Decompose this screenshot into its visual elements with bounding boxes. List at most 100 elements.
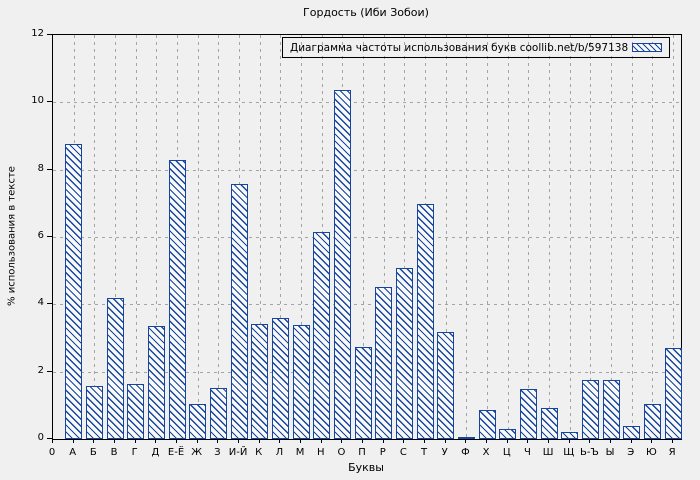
x-axis-label: Буквы [348,461,384,474]
x-tick-mark [72,439,74,443]
gridline-x-З [218,35,220,439]
gridline-y-10 [53,102,681,104]
x-tick-label-Щ: Щ [563,447,575,458]
gridline-x-Э [631,35,633,439]
gridline-x-В [115,35,116,439]
gridline-x-С [404,35,406,439]
x-tick-label-З: З [214,447,221,458]
x-tick-label-Ф: Ф [461,447,470,458]
gridline-x-Б [94,35,96,439]
bar-Ь-Ъ [581,380,599,439]
bar-У [437,331,455,439]
bar-П [354,347,372,439]
bar-Ц [499,428,517,439]
bar-Ю [643,404,661,439]
x-tick-label-А: А [69,447,77,458]
gridline-y-6 [53,237,681,238]
x-tick-mark [506,439,508,443]
y-tick-label-12: 12 [31,28,44,39]
bar-Л [271,318,289,439]
x-tick-mark [341,439,343,443]
chart-title: Гордость (Иби Зобои) [303,6,429,19]
x-tick-label-Ь-Ъ: Ь-Ъ [580,447,599,458]
gridline-x-Ы [611,35,613,439]
x-tick-label-М: М [295,447,305,458]
y-tick-label-10: 10 [31,95,44,107]
x-tick-mark [300,439,302,443]
x-tick-label-origin: 0 [48,447,56,458]
x-tick-label-Б: Б [89,447,97,458]
legend-box: Диаграмма частоты использования букв coo… [282,37,670,58]
bar-Э [623,425,641,439]
x-tick-mark [403,439,405,443]
gridline-x-Щ [569,35,571,439]
gridline-x-Х [487,35,489,439]
y-tick-mark [47,101,52,103]
x-tick-label-Ж: Ж [191,447,203,458]
bar-З [209,387,227,439]
x-tick-mark [320,439,322,443]
legend-label: Диаграмма частоты использования букв coo… [290,41,629,54]
bar-Ф [457,436,475,439]
x-tick-mark [672,439,674,443]
y-tick-mark [47,370,52,372]
x-tick-mark [486,439,488,443]
x-tick-label-Ш: Ш [542,447,554,458]
bar-Ы [602,379,620,439]
bar-Е-Ё [168,159,186,439]
gridline-x-Ж [197,35,199,439]
bar-О [333,89,351,439]
gridline-x-У [445,35,447,439]
x-tick-mark [610,439,612,443]
gridline-x-К [259,35,261,439]
bar-Г [127,384,145,439]
gridline-x-Ф [466,35,468,439]
gridline-x-Д [156,35,158,439]
x-tick-label-С: С [399,447,407,458]
x-tick-label-Я: Я [668,447,676,458]
x-tick-mark [568,439,570,443]
gridline-x-П [363,35,365,439]
x-tick-mark [217,439,219,443]
x-tick-label-Ю: Ю [646,447,657,458]
x-tick-label-Ц: Ц [502,447,511,458]
x-tick-label-Д: Д [151,447,160,458]
y-tick-mark [47,236,52,237]
x-tick-label-Р: Р [379,447,386,458]
x-tick-mark [589,439,591,443]
x-tick-mark [93,439,95,443]
y-tick-mark [47,438,52,439]
bar-Я [664,347,682,439]
x-tick-mark [155,439,157,443]
gridline-x-М [301,35,303,439]
gridline-y-8 [53,169,681,171]
y-tick-label-4: 4 [37,297,44,309]
x-tick-label-П: П [358,447,366,458]
bar-Ж [189,403,207,439]
bar-В [106,297,124,439]
x-tick-label-Ы: Ы [605,447,615,458]
bar-И-Й [230,183,248,439]
gridline-x-Ч [528,35,530,439]
legend-swatch-icon [632,43,662,52]
bar-Х [478,409,496,439]
x-tick-label-В: В [110,447,118,458]
y-tick-mark [47,34,52,35]
x-tick-mark [465,439,467,443]
bar-Д [147,325,165,439]
x-tick-mark [114,439,115,443]
plot-area: Диаграмма частоты использования букв coo… [52,34,682,440]
x-tick-mark [134,439,136,443]
x-tick-mark [548,439,550,443]
x-tick-mark [444,439,446,443]
x-tick-label-Э: Э [627,447,635,458]
x-tick-label-У: У [441,447,448,458]
x-tick-mark [630,439,632,443]
gridline-x-Ю [652,35,654,439]
gridline-x-Л [280,35,282,439]
x-tick-label-Т: Т [420,447,428,458]
bar-С [395,268,413,439]
x-tick-label-О: О [337,447,346,458]
y-tick-label-6: 6 [37,230,44,241]
